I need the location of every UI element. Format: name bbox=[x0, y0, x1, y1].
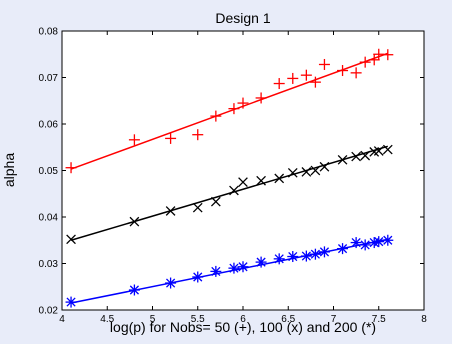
data-point-plus bbox=[165, 132, 177, 144]
x-tick-label: 5.5 bbox=[191, 314, 205, 325]
x-tick-label: 4.5 bbox=[100, 314, 114, 325]
data-point-asterisk bbox=[237, 261, 249, 273]
x-tick-label: 4 bbox=[59, 314, 65, 325]
data-point-x bbox=[351, 151, 361, 162]
y-tick-label: 0.07 bbox=[39, 73, 59, 84]
y-tick-label: 0.02 bbox=[39, 306, 59, 317]
x-axis-label: log(p) for Nobs= 50 (+), 100 (x) and 200… bbox=[110, 319, 376, 335]
data-point-asterisk bbox=[65, 296, 77, 308]
data-point-x bbox=[238, 177, 248, 187]
data-point-asterisk bbox=[309, 248, 321, 260]
y-tick-label: 0.05 bbox=[39, 166, 59, 177]
fit-line-plus bbox=[70, 52, 389, 170]
data-point-plus bbox=[318, 58, 330, 70]
data-point-asterisk bbox=[255, 256, 267, 268]
data-point-plus bbox=[273, 78, 285, 90]
data-point-plus bbox=[309, 76, 321, 88]
x-tick-label: 7.5 bbox=[372, 314, 386, 325]
data-point-plus bbox=[228, 103, 240, 115]
data-point-x bbox=[310, 165, 321, 176]
y-tick-label: 0.04 bbox=[39, 213, 59, 224]
data-point-plus bbox=[65, 162, 77, 174]
x-tick-label: 6.5 bbox=[281, 314, 295, 325]
data-point-x bbox=[337, 154, 348, 165]
data-point-asterisk bbox=[228, 262, 240, 274]
fit-line-x bbox=[70, 145, 389, 241]
data-point-asterisk bbox=[359, 239, 371, 251]
data-point-x bbox=[287, 167, 298, 178]
data-point-x bbox=[192, 202, 203, 213]
data-point-asterisk bbox=[192, 271, 204, 283]
data-point-plus bbox=[255, 92, 267, 104]
data-point-asterisk bbox=[210, 265, 222, 277]
data-point-plus bbox=[192, 129, 204, 141]
x-tick-label: 8 bbox=[421, 314, 427, 325]
data-point-plus bbox=[368, 54, 380, 66]
data-point-x bbox=[229, 185, 239, 196]
data-point-x bbox=[210, 196, 221, 207]
data-point-plus bbox=[287, 72, 299, 84]
data-point-plus bbox=[359, 56, 371, 68]
data-point-x bbox=[66, 234, 76, 245]
data-point-plus bbox=[237, 97, 249, 109]
data-point-plus bbox=[128, 134, 140, 146]
data-point-asterisk bbox=[318, 246, 330, 258]
data-point-asterisk bbox=[287, 251, 299, 263]
data-point-x bbox=[165, 206, 176, 216]
fit-line-asterisk bbox=[70, 238, 388, 304]
x-tick-label: 5 bbox=[150, 314, 156, 325]
data-point-plus bbox=[382, 49, 394, 61]
y-tick-label: 0.03 bbox=[39, 259, 59, 270]
data-point-asterisk bbox=[382, 234, 394, 246]
data-point-x bbox=[301, 167, 312, 177]
y-tick-label: 0.06 bbox=[39, 120, 59, 131]
data-point-plus bbox=[350, 67, 362, 79]
data-point-asterisk bbox=[273, 253, 285, 265]
y-tick-label: 0.08 bbox=[39, 27, 59, 38]
data-point-x bbox=[256, 175, 266, 186]
x-tick-label: 6 bbox=[240, 314, 246, 325]
data-point-x bbox=[274, 173, 285, 184]
y-axis-label: alpha bbox=[1, 153, 17, 187]
data-point-asterisk bbox=[128, 284, 140, 296]
data-point-asterisk bbox=[350, 237, 362, 249]
data-point-x bbox=[360, 150, 371, 161]
data-point-asterisk bbox=[300, 250, 312, 262]
data-point-asterisk bbox=[165, 277, 177, 289]
data-point-plus bbox=[337, 65, 349, 77]
data-point-plus bbox=[210, 110, 222, 122]
data-point-x bbox=[129, 216, 140, 227]
data-point-x bbox=[319, 161, 330, 172]
data-point-asterisk bbox=[373, 236, 385, 248]
data-point-plus bbox=[300, 69, 312, 81]
chart-title: Design 1 bbox=[215, 10, 270, 26]
x-tick-label: 7 bbox=[331, 314, 337, 325]
data-point-asterisk bbox=[337, 243, 349, 255]
data-point-x bbox=[373, 146, 384, 156]
data-point-x bbox=[382, 144, 393, 155]
